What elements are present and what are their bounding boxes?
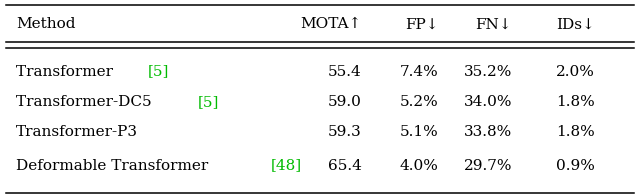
Text: 35.2%: 35.2%	[463, 64, 512, 79]
Text: 0.9%: 0.9%	[556, 159, 595, 173]
Text: 4.0%: 4.0%	[399, 159, 438, 173]
Text: 1.8%: 1.8%	[556, 95, 595, 109]
Text: 1.8%: 1.8%	[556, 125, 595, 139]
Text: Transformer-DC5: Transformer-DC5	[16, 95, 157, 109]
Text: Method: Method	[16, 17, 76, 32]
Text: MOTA↑: MOTA↑	[300, 17, 362, 32]
Text: 7.4%: 7.4%	[399, 64, 438, 79]
Text: 59.0: 59.0	[328, 95, 362, 109]
Text: 29.7%: 29.7%	[463, 159, 512, 173]
Text: [5]: [5]	[147, 64, 169, 79]
Text: 59.3: 59.3	[328, 125, 362, 139]
Text: 34.0%: 34.0%	[463, 95, 512, 109]
Text: 65.4: 65.4	[328, 159, 362, 173]
Text: 55.4: 55.4	[328, 64, 362, 79]
Text: [48]: [48]	[270, 159, 301, 173]
Text: 5.2%: 5.2%	[399, 95, 438, 109]
Text: Transformer-P3: Transformer-P3	[16, 125, 138, 139]
Text: 33.8%: 33.8%	[464, 125, 512, 139]
Text: FN↓: FN↓	[476, 17, 512, 32]
Text: IDs↓: IDs↓	[556, 17, 595, 32]
Text: 2.0%: 2.0%	[556, 64, 595, 79]
Text: Transformer: Transformer	[16, 64, 118, 79]
Text: 5.1%: 5.1%	[399, 125, 438, 139]
Text: FP↓: FP↓	[405, 17, 438, 32]
Text: Deformable Transformer: Deformable Transformer	[16, 159, 213, 173]
Text: [5]: [5]	[197, 95, 219, 109]
